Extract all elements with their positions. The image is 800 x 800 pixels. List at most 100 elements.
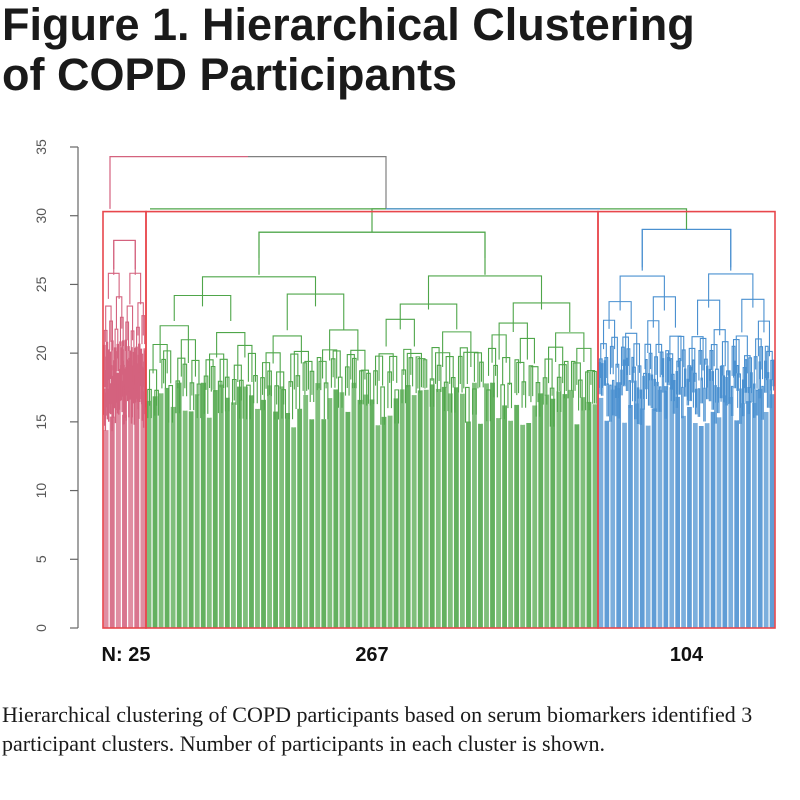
leaf-bar	[357, 399, 363, 628]
leaf-bar	[429, 384, 435, 628]
merge-link	[698, 349, 703, 381]
merge-link	[359, 370, 364, 405]
merge-link	[542, 377, 548, 405]
merge-link	[465, 386, 470, 423]
leaf-bar	[423, 389, 429, 628]
merge-link	[514, 359, 520, 394]
merge-link	[316, 356, 322, 391]
merge-link	[272, 335, 302, 364]
merge-link	[163, 350, 172, 384]
leaf-bar	[556, 391, 562, 628]
leaf-bar	[381, 416, 387, 628]
merge-link	[609, 384, 612, 422]
merge-link	[755, 338, 762, 370]
cluster-top-link	[258, 231, 486, 275]
leaf-bar	[592, 404, 598, 628]
merge-link	[258, 231, 486, 259]
merge-link	[570, 360, 576, 391]
leaf-bar	[586, 401, 592, 628]
merge-link	[708, 273, 754, 308]
merge-link	[665, 350, 670, 383]
merge-link	[625, 357, 629, 391]
merge-link	[748, 357, 753, 394]
merge-link	[337, 376, 343, 408]
leaf-bar	[297, 408, 303, 628]
leaf-bar	[514, 404, 520, 628]
merge-link	[521, 381, 527, 408]
merge-link	[436, 364, 442, 392]
leaf-bar	[134, 398, 140, 628]
leaf-bar	[616, 382, 621, 628]
merge-link	[681, 386, 684, 419]
merge-link	[125, 321, 130, 351]
merge-link	[670, 358, 673, 390]
merge-link	[614, 385, 618, 417]
leaf-bar	[405, 385, 411, 628]
merge-link	[648, 352, 653, 381]
leaf-bar	[212, 390, 218, 628]
leaf-bar	[103, 430, 109, 628]
leaf-bar	[237, 386, 242, 628]
merge-link	[109, 320, 113, 351]
leaf-bar	[484, 383, 489, 628]
merge-link	[130, 330, 135, 364]
cluster-cut-boxes	[102, 210, 776, 629]
dendrogram-links	[102, 156, 775, 432]
merge-link	[672, 380, 676, 414]
merge-link	[641, 228, 732, 268]
merge-link	[112, 365, 114, 393]
merge-link	[114, 328, 119, 359]
leaf-bar	[763, 411, 769, 628]
merge-link	[741, 379, 745, 417]
merge-link	[766, 350, 773, 381]
leaf-bar	[140, 391, 146, 628]
y-tick-label: 10	[33, 483, 49, 499]
merge-link	[652, 296, 676, 328]
leaf-bar	[285, 412, 291, 628]
merge-link	[764, 360, 767, 393]
leaf-bar	[562, 394, 568, 628]
merge-link	[445, 355, 454, 388]
merge-link	[276, 371, 285, 405]
merge-link	[267, 370, 272, 397]
merge-link	[608, 301, 632, 329]
merge-link	[479, 361, 484, 388]
merge-link	[619, 275, 665, 311]
merge-link	[634, 380, 637, 420]
merge-link	[761, 385, 764, 420]
merge-link	[753, 383, 756, 418]
leaf-bar	[710, 411, 716, 628]
merge-link	[281, 389, 287, 419]
leaf-bar	[182, 410, 188, 628]
merge-link	[247, 352, 257, 382]
merge-link	[622, 336, 629, 367]
merge-link	[603, 360, 607, 386]
leaf-bar	[604, 420, 610, 628]
merge-link	[219, 358, 228, 388]
merge-link	[709, 350, 714, 381]
leaf-bar	[508, 420, 514, 628]
leaf-bar	[675, 396, 680, 628]
leaf-bar	[417, 390, 423, 628]
merge-link	[764, 345, 769, 379]
merge-link	[115, 296, 123, 329]
merge-link	[109, 351, 112, 378]
merge-link	[427, 275, 543, 310]
merge-link	[233, 364, 242, 401]
merge-link	[116, 343, 120, 372]
merge-link	[623, 359, 626, 387]
merge-link	[290, 353, 299, 388]
merge-link	[722, 375, 726, 403]
merge-link	[741, 298, 765, 333]
merge-link	[260, 377, 265, 411]
leaf-bar	[651, 408, 657, 628]
cluster-counts: N: 25 267 104	[102, 644, 705, 666]
merge-link	[329, 329, 359, 361]
merge-link	[417, 358, 426, 389]
merge-link	[147, 388, 152, 419]
merge-link	[549, 387, 555, 427]
leaf-bar	[321, 419, 327, 628]
leaf-bar	[345, 411, 351, 628]
merge-link	[323, 382, 329, 420]
leaf-bar	[639, 408, 645, 628]
